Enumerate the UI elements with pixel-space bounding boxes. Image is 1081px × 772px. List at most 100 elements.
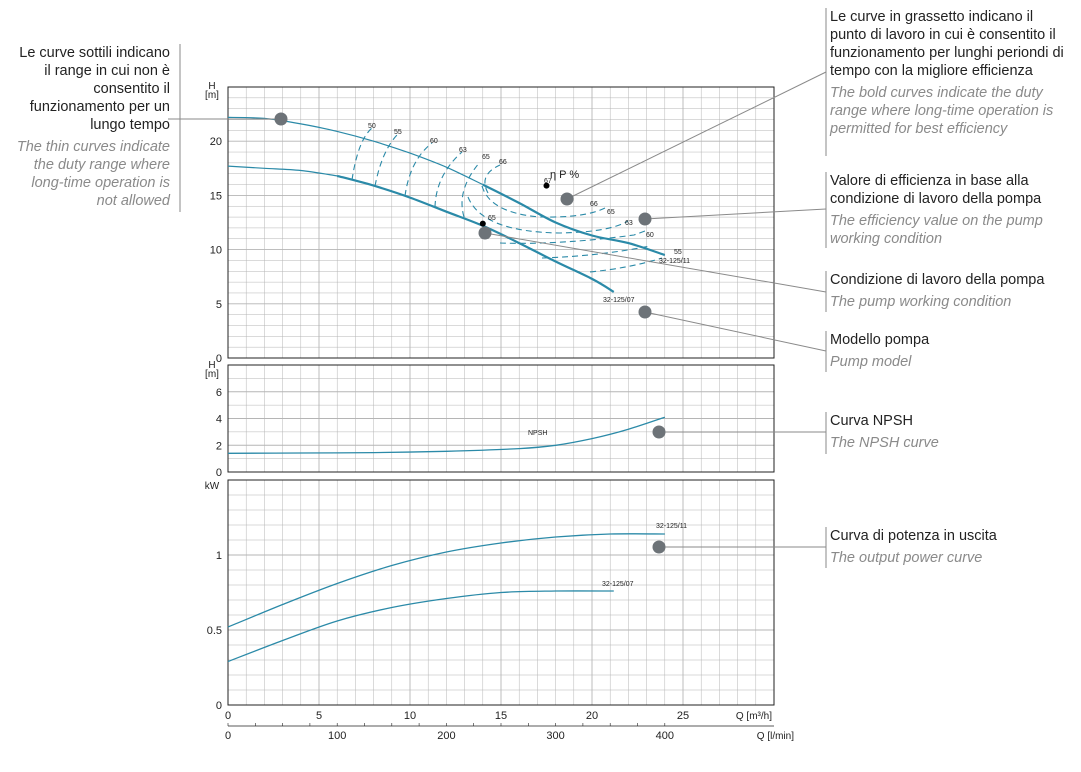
- efficiency-arc: [374, 133, 399, 187]
- x-tick-label-m3h: 0: [225, 710, 231, 722]
- head-curve-32-125-07-bold: [336, 174, 615, 293]
- y-tick-label-head: 15: [210, 190, 222, 202]
- y-tick-label-head: 10: [210, 245, 222, 257]
- working-condition-leader-line: [484, 232, 827, 293]
- npsh-curve-note: Curva NPSH The NPSH curve: [830, 412, 1070, 452]
- y-tick-label-head: 20: [210, 136, 222, 148]
- x-tick-label-lmin: 0: [225, 730, 231, 742]
- working-condition-marker: [478, 226, 492, 240]
- efficiency-note: Valore di efficienza in base alla condiz…: [830, 172, 1070, 248]
- power-curve-note-it: Curva di potenza in uscita: [830, 528, 997, 544]
- y-axis-label-head-line1: H: [208, 81, 215, 92]
- y-tick-label-head: 5: [216, 299, 222, 311]
- y-tick-label-npsh: 0: [216, 467, 222, 479]
- y-tick-label-head: 0: [216, 353, 222, 365]
- model-label-32-125-07: 32-125/07: [603, 297, 635, 304]
- efficiency-label: 55: [674, 249, 682, 256]
- bold-curves-note-en: The bold curves indicate the duty range …: [830, 85, 1054, 137]
- thin-curves-note-it: Le curve sottili indicano il range in cu…: [19, 45, 170, 133]
- efficiency-label: 63: [459, 147, 467, 154]
- eta-label: η P %: [550, 169, 579, 181]
- efficiency-label: 65: [488, 215, 496, 222]
- model-label-32-125-11: 32-125/11: [659, 258, 690, 265]
- efficiency-arc: [481, 185, 606, 218]
- npsh-curve: [227, 416, 666, 454]
- head-curve-32-125-07-thin: [227, 165, 338, 177]
- y-tick-label-power: 1: [216, 550, 222, 562]
- y-axis-label-head-line2: [m]: [205, 90, 219, 101]
- y-tick-label-npsh: 2: [216, 440, 222, 452]
- thin-curves-note-en: The thin curves indicate the duty range …: [16, 139, 170, 209]
- efficiency-label: 50: [368, 123, 376, 130]
- pump-model-leader-line: [644, 311, 827, 352]
- y-tick-label-power: 0: [216, 700, 222, 712]
- x-tick-label-m3h: 20: [586, 710, 598, 722]
- x-axis-label-m3h: Q [m³/h]: [736, 711, 772, 722]
- efficiency-marker: [638, 212, 652, 226]
- y-tick-label-npsh: 6: [216, 387, 222, 399]
- working-point-dot: [479, 220, 486, 227]
- y-tick-label-power: 0.5: [207, 625, 222, 637]
- bold-curves-marker: [560, 192, 574, 206]
- efficiency-arc: [461, 161, 481, 218]
- npsh-curve-marker: [652, 425, 666, 439]
- power-curve-marker: [652, 540, 666, 554]
- y-tick-label-npsh: 4: [216, 414, 222, 426]
- efficiency-label: 63: [625, 220, 633, 227]
- pump-model-note-it: Modello pompa: [830, 332, 930, 348]
- efficiency-arc: [484, 164, 501, 194]
- efficiency-label: 55: [394, 129, 402, 136]
- efficiency-label: 60: [430, 138, 438, 145]
- bold-curves-note-it: Le curve in grassetto indicano il punto …: [830, 9, 1064, 79]
- working-condition-note-it: Condizione di lavoro della pompa: [830, 272, 1045, 288]
- head-curve-32-125-11-bold: [482, 183, 666, 257]
- bold-curves-note: Le curve in grassetto indicano il punto …: [830, 8, 1068, 138]
- working-condition-note-en: The pump working condition: [830, 294, 1012, 310]
- efficiency-arc: [499, 230, 646, 244]
- x-tick-label-lmin: 100: [328, 730, 346, 742]
- power-curve-32-125-11: [227, 533, 665, 628]
- efficiency-arc: [351, 127, 373, 181]
- thin-curves-note: Le curve sottili indicano il range in cu…: [10, 44, 170, 210]
- npsh-curve-note-it: Curva NPSH: [830, 413, 913, 429]
- power-label-32-125-11: 32-125/11: [656, 523, 687, 530]
- plot-frame-head: [227, 86, 775, 359]
- pump-model-marker: [638, 305, 652, 319]
- efficiency-label: 65: [607, 209, 615, 216]
- x-tick-label-m3h: 10: [404, 710, 416, 722]
- x-tick-label-lmin: 200: [437, 730, 455, 742]
- thin-curves-marker: [274, 112, 288, 126]
- efficiency-arc: [541, 245, 651, 259]
- efficiency-note-en: The efficiency value on the pump working…: [830, 213, 1043, 247]
- working-condition-note: Condizione di lavoro della pompa The pum…: [830, 271, 1075, 311]
- x-tick-label-m3h: 25: [677, 710, 689, 722]
- pump-model-note: Modello pompa Pump model: [830, 331, 1070, 371]
- efficiency-label: 67: [544, 178, 552, 185]
- power-curve-32-125-07: [227, 590, 614, 663]
- efficiency-arc: [467, 196, 629, 234]
- npsh-series-label: NPSH: [528, 430, 547, 437]
- plot-frame-power: [227, 479, 775, 706]
- efficiency-label: 65: [482, 154, 490, 161]
- efficiency-label: 60: [646, 232, 654, 239]
- bold-curves-leader-line: [566, 71, 827, 200]
- efficiency-note-it: Valore di efficienza in base alla condiz…: [830, 173, 1042, 207]
- y-axis-label-npsh-line2: [m]: [205, 369, 219, 380]
- y-axis-label-power: kW: [205, 481, 220, 492]
- efficiency-leader-line: [644, 208, 827, 220]
- efficiency-label: 66: [590, 201, 598, 208]
- x-axis-label-lmin: Q [l/min]: [757, 731, 794, 742]
- x-tick-label-m3h: 5: [316, 710, 322, 722]
- power-curve-note-en: The output power curve: [830, 550, 983, 566]
- pump-model-note-en: Pump model: [830, 354, 912, 370]
- power-curve-note: Curva di potenza in uscita The output po…: [830, 527, 1070, 567]
- plot-frame-npsh: [227, 364, 775, 473]
- x-tick-label-lmin: 400: [656, 730, 674, 742]
- power-label-32-125-07: 32-125/07: [602, 581, 634, 588]
- x-tick-label-lmin: 300: [546, 730, 564, 742]
- npsh-curve-note-en: The NPSH curve: [830, 435, 939, 451]
- operating-point-dot: [543, 182, 550, 189]
- efficiency-arc: [589, 257, 663, 273]
- efficiency-arc: [404, 142, 433, 197]
